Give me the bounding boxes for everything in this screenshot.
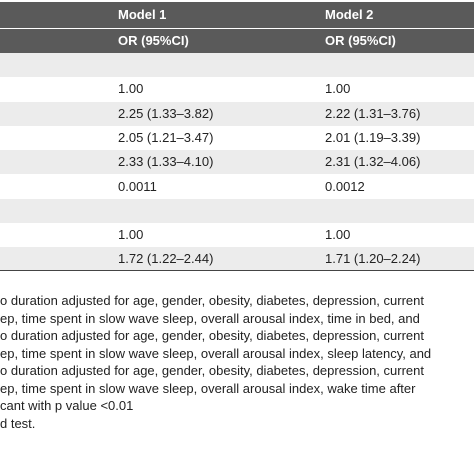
footnote: ep, time spent in slow wave sleep, overa… <box>0 310 420 326</box>
table-cell: 2.01 (1.19–3.39) <box>325 129 421 145</box>
table-row: 2.33 (1.33–4.10) 2.31 (1.32–4.06) <box>0 150 474 175</box>
table-cell: 0.0011 <box>118 178 157 194</box>
header-cell: OR (95%CI) <box>325 33 396 48</box>
footnote: o duration adjusted for age, gender, obe… <box>0 293 424 308</box>
table-cell: 2.05 (1.21–3.47) <box>118 129 214 145</box>
table-cell: 0.0012 <box>325 178 365 194</box>
header-cell: Model 1 <box>118 7 167 22</box>
table-cell: 2.33 (1.33–4.10) <box>118 154 214 170</box>
table-cell: 2.31 (1.32–4.06) <box>325 154 421 170</box>
footnote: o duration adjusted for age, gender, obe… <box>0 363 424 378</box>
header-row: Model 1 Model 2 <box>0 2 474 28</box>
table-cell: 1.00 <box>325 227 351 243</box>
footnote: d test. <box>0 415 36 431</box>
table-cell: 1.71 (1.20–2.24) <box>325 251 421 267</box>
table-row: 1.00 1.00 <box>0 223 474 248</box>
table-row: 1.72 (1.22–2.44) 1.71 (1.20–2.24) <box>0 247 474 272</box>
table-row <box>0 53 474 77</box>
table-row <box>0 198 474 223</box>
table-row: 1.00 1.00 <box>0 77 474 102</box>
table-row: 2.05 (1.21–3.47) 2.01 (1.19–3.39) <box>0 125 474 150</box>
subheader-row: OR (95%CI) OR (95%CI) <box>0 29 474 53</box>
footnote: o duration adjusted for age, gender, obe… <box>0 328 424 343</box>
table-rule <box>0 270 474 271</box>
table-cell: 1.00 <box>325 81 351 97</box>
footnote: ep, time spent in slow wave sleep, overa… <box>0 380 416 396</box>
footnote: ep, time spent in slow wave sleep, overa… <box>0 345 432 361</box>
table-row: 2.25 (1.33–3.82) 2.22 (1.31–3.76) <box>0 101 474 126</box>
table-cell: 1.72 (1.22–2.44) <box>118 251 214 267</box>
header-cell: Model 2 <box>325 7 374 22</box>
table-cell: 2.25 (1.33–3.82) <box>118 105 214 121</box>
table-cell: 1.00 <box>118 81 144 97</box>
table-cell: 2.22 (1.31–3.76) <box>325 105 421 121</box>
footnote: cant with p value <0.01 <box>0 398 134 413</box>
table-cell: 1.00 <box>118 227 144 243</box>
header-cell: OR (95%CI) <box>118 33 189 48</box>
table-row: 0.0011 0.0012 <box>0 174 474 199</box>
